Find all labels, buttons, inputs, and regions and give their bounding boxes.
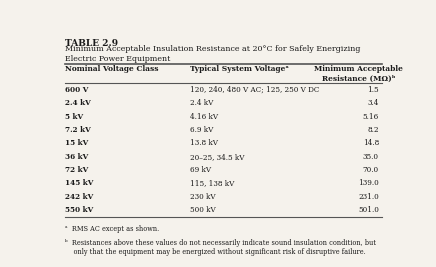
Text: 1.5: 1.5 — [367, 86, 379, 94]
Text: Nominal Voltage Class: Nominal Voltage Class — [65, 65, 158, 73]
Text: 230 kV: 230 kV — [190, 193, 215, 201]
Text: 550 kV: 550 kV — [65, 206, 93, 214]
Text: 5.16: 5.16 — [363, 113, 379, 121]
Text: Minimum Acceptable
Resistance (MΩ)ᵇ: Minimum Acceptable Resistance (MΩ)ᵇ — [314, 65, 403, 83]
Text: 72 kV: 72 kV — [65, 166, 88, 174]
Text: 35.0: 35.0 — [363, 153, 379, 161]
Text: 145 kV: 145 kV — [65, 179, 93, 187]
Text: 501.0: 501.0 — [358, 206, 379, 214]
Text: TABLE 2.9: TABLE 2.9 — [65, 39, 118, 48]
Text: 3.4: 3.4 — [368, 99, 379, 107]
Text: ᵃ  RMS AC except as shown.: ᵃ RMS AC except as shown. — [65, 225, 159, 233]
Text: 500 kV: 500 kV — [190, 206, 215, 214]
Text: 7.2 kV: 7.2 kV — [65, 126, 90, 134]
Text: 70.0: 70.0 — [363, 166, 379, 174]
Text: 600 V: 600 V — [65, 86, 88, 94]
Text: 231.0: 231.0 — [358, 193, 379, 201]
Text: 115, 138 kV: 115, 138 kV — [190, 179, 234, 187]
Text: 2.4 kV: 2.4 kV — [65, 99, 90, 107]
Text: 15 kV: 15 kV — [65, 139, 88, 147]
Text: 20–25, 34.5 kV: 20–25, 34.5 kV — [190, 153, 244, 161]
Text: 139.0: 139.0 — [358, 179, 379, 187]
Text: Typical System Voltageᵃ: Typical System Voltageᵃ — [190, 65, 289, 73]
Text: Minimum Acceptable Insulation Resistance at 20°C for Safely Energizing
Electric : Minimum Acceptable Insulation Resistance… — [65, 45, 360, 62]
Text: 6.9 kV: 6.9 kV — [190, 126, 213, 134]
Text: 14.8: 14.8 — [363, 139, 379, 147]
Text: 242 kV: 242 kV — [65, 193, 93, 201]
Text: 8.2: 8.2 — [368, 126, 379, 134]
Text: 120, 240, 480 V AC; 125, 250 V DC: 120, 240, 480 V AC; 125, 250 V DC — [190, 86, 319, 94]
Text: 2.4 kV: 2.4 kV — [190, 99, 213, 107]
Text: ᵇ  Resistances above these values do not necessarily indicate sound insulation c: ᵇ Resistances above these values do not … — [65, 239, 376, 257]
Text: 5 kV: 5 kV — [65, 113, 83, 121]
Text: 69 kV: 69 kV — [190, 166, 211, 174]
Text: 4.16 kV: 4.16 kV — [190, 113, 218, 121]
Text: 36 kV: 36 kV — [65, 153, 88, 161]
Text: 13.8 kV: 13.8 kV — [190, 139, 218, 147]
